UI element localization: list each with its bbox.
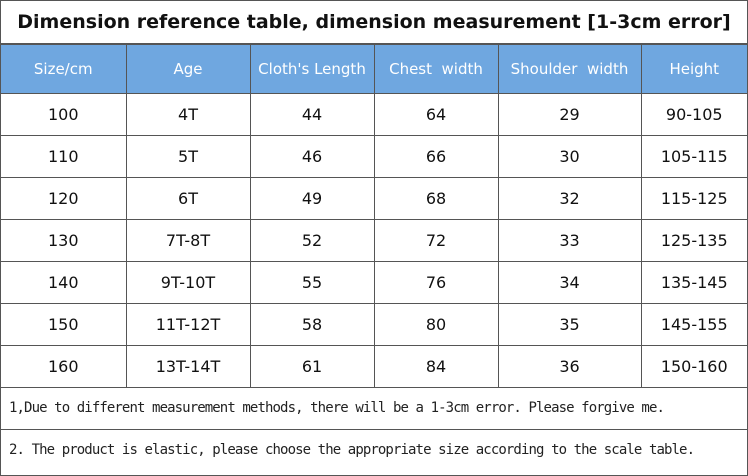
header-cell: Size/cm [1,44,127,94]
table-cell: 13T-14T [125,345,251,388]
table-cell: 110 [1,135,127,178]
table-cell: 115-125 [640,177,747,220]
table-cell: 33 [497,219,642,262]
table-cell: 105-115 [640,135,747,178]
table-cell: 160 [1,345,127,388]
table-cell: 35 [497,303,642,346]
table-body: 100 4T 44 64 29 90-105 110 5T 46 66 30 105-115 120 6T… [1,93,747,388]
table-cell: 32 [497,177,642,220]
table-cell: 11T-12T [125,303,251,346]
table-cell: 100 [1,93,127,136]
size-table: Size/cm Age Cloth's Length Chest width Shoul… [1,44,747,388]
table-cell: 84 [373,345,499,388]
table-title: Dimension reference table, dimension mea… [1,1,747,44]
table-cell: 46 [249,135,375,178]
table-cell: 44 [249,93,375,136]
table-cell: 29 [497,93,642,136]
table-cell: 140 [1,261,127,304]
table-cell: 150-160 [640,345,747,388]
table-cell: 68 [373,177,499,220]
table-cell: 52 [249,219,375,262]
table-cell: 6T [125,177,251,220]
table-cell: 30 [497,135,642,178]
header-cell: Age [125,44,251,94]
table-row: 100 4T 44 64 29 90-105 [1,93,747,136]
table-cell: 145-155 [640,303,747,346]
table-cell: 7T-8T [125,219,251,262]
table-row: 120 6T 49 68 32 115-125 [1,177,747,220]
table-cell: 125-135 [640,219,747,262]
table-cell: 150 [1,303,127,346]
table-row: 150 11T-12T 58 80 35 145-155 [1,303,747,346]
note: 2. The product is elastic, please choose… [1,429,747,471]
table-cell: 64 [373,93,499,136]
table-cell: 58 [249,303,375,346]
table-cell: 76 [373,261,499,304]
table-cell: 9T-10T [125,261,251,304]
table-cell: 120 [1,177,127,220]
table-row: 160 13T-14T 61 84 36 150-160 [1,345,747,388]
header-cell: Height [640,44,747,94]
table-row: 110 5T 46 66 30 105-115 [1,135,747,178]
table-cell: 135-145 [640,261,747,304]
header-cell: Shoulder width [497,44,642,94]
table-cell: 130 [1,219,127,262]
table-cell: 49 [249,177,375,220]
note: 1,Due to different measurement methods, … [9,400,665,416]
table-row: 140 9T-10T 55 76 34 135-145 [1,261,747,304]
table-cell: 36 [497,345,642,388]
header-row: Size/cm Age Cloth's Length Chest width Shoul… [1,44,747,94]
table-cell: 61 [249,345,375,388]
table-row: 130 7T-8T 52 72 33 125-135 [1,219,747,262]
table-cell: 4T [125,93,251,136]
table-cell: 72 [373,219,499,262]
table-cell: 34 [497,261,642,304]
header-cell: Cloth's Length [249,44,375,94]
table-cell: 5T [125,135,251,178]
table-cell: 66 [373,135,499,178]
notes: 1,Due to different measurement methods, … [1,388,747,471]
table-cell: 90-105 [640,93,747,136]
table-cell: 80 [373,303,499,346]
table-cell: 55 [249,261,375,304]
header-cell: Chest width [373,44,499,94]
